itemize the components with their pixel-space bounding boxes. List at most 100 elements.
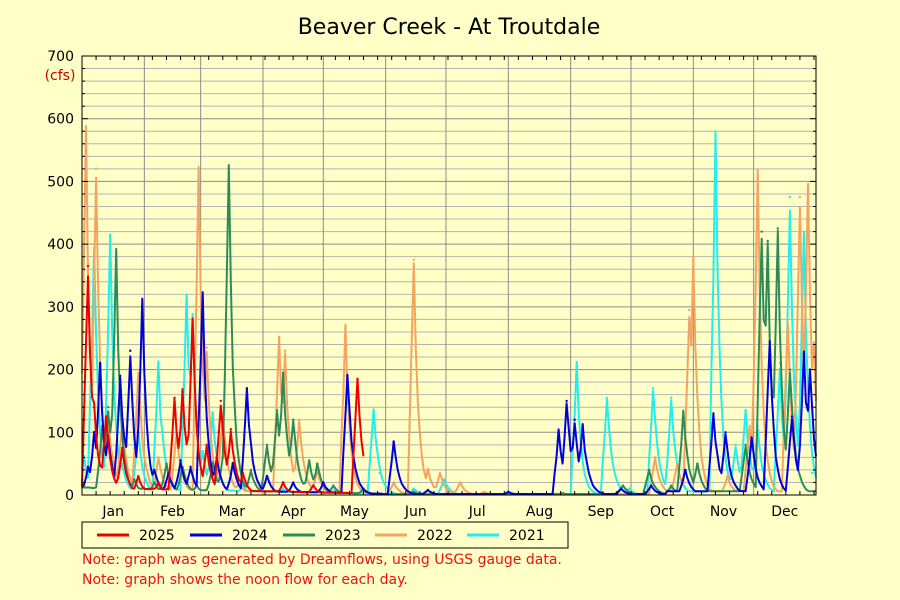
month-label-nov: Nov bbox=[710, 504, 737, 520]
series-peak-point-2023 bbox=[621, 484, 625, 487]
series-peak-point-2021 bbox=[281, 487, 285, 490]
series-peak-point-2021 bbox=[744, 409, 747, 412]
series-peak-point-2023 bbox=[760, 230, 763, 233]
series-peak-point-2022 bbox=[798, 195, 802, 199]
plot-area bbox=[82, 56, 816, 495]
series-peak-point-2023 bbox=[647, 468, 651, 472]
series-peak-point-2025 bbox=[121, 446, 124, 450]
legend-label-2024: 2024 bbox=[232, 528, 268, 544]
series-peak-point-2021 bbox=[605, 396, 609, 399]
series-peak-point-2023 bbox=[221, 456, 224, 459]
series-peak-point-2025 bbox=[205, 443, 208, 447]
series-peak-point-2024 bbox=[322, 481, 325, 484]
series-peak-point-2021 bbox=[185, 299, 188, 302]
series-peak-point-2021 bbox=[211, 412, 214, 415]
series-peak-point-2023 bbox=[682, 412, 685, 415]
series-layer bbox=[81, 125, 817, 496]
month-label-mar: Mar bbox=[219, 504, 246, 520]
series-peak-point-2022 bbox=[692, 255, 695, 258]
series-peak-point-2024 bbox=[98, 362, 102, 365]
series-peak-point-2021 bbox=[157, 365, 160, 368]
series-peak-point-2024 bbox=[750, 437, 753, 440]
series-peak-point-2022 bbox=[297, 418, 301, 421]
month-label-dec: Dec bbox=[771, 504, 798, 520]
series-peak-point-2023 bbox=[265, 443, 269, 447]
series-peak-point-2023 bbox=[114, 255, 118, 258]
series-peak-point-2021 bbox=[734, 443, 737, 447]
series-peak-point-2022 bbox=[458, 481, 462, 484]
series-peak-point-2023 bbox=[275, 409, 279, 412]
series-peak-point-2021 bbox=[788, 195, 792, 199]
month-label-feb: Feb bbox=[160, 504, 185, 520]
series-peak-point-2021 bbox=[378, 471, 381, 475]
y-tick-label: 100 bbox=[47, 425, 74, 441]
legend: 2025 2024 2023 2022 2021 bbox=[81, 521, 569, 549]
series-peak-point-2023 bbox=[776, 227, 779, 230]
series-peak-point-2025 bbox=[219, 399, 222, 403]
series-peak-point-2024 bbox=[265, 474, 269, 478]
series-peak-point-2022 bbox=[653, 456, 657, 459]
series-peak-point-2022 bbox=[806, 189, 810, 193]
series-peak-point-2022 bbox=[726, 474, 729, 478]
series-peak-point-2024 bbox=[507, 490, 510, 494]
series-peak-point-2022 bbox=[426, 468, 430, 472]
series-peak-point-2024 bbox=[153, 468, 156, 472]
month-label-may: May bbox=[340, 504, 369, 520]
series-peak-point-2024 bbox=[392, 440, 395, 443]
series-peak-point-2022 bbox=[84, 133, 88, 136]
series-peak-point-2024 bbox=[573, 418, 576, 421]
y-tick-label: 0 bbox=[65, 488, 74, 504]
series-peak-point-2021 bbox=[670, 396, 673, 399]
y-tick-label: 600 bbox=[47, 112, 74, 128]
series-peak-point-2021 bbox=[121, 462, 124, 465]
month-label-aug: Aug bbox=[526, 504, 553, 520]
series-peak-point-2023 bbox=[281, 371, 285, 374]
series-peak-point-2022 bbox=[94, 167, 98, 171]
series-peak-point-2022 bbox=[676, 462, 679, 465]
y-axis-unit: (cfs) bbox=[45, 68, 76, 84]
series-peak-point-2022 bbox=[205, 346, 208, 349]
month-label-apr: Apr bbox=[281, 504, 305, 520]
y-tick-label: 700 bbox=[47, 49, 74, 65]
series-peak-point-2023 bbox=[744, 443, 747, 447]
series-peak-point-2023 bbox=[316, 462, 319, 465]
series-peak-point-2025 bbox=[181, 390, 184, 393]
legend-label-2022: 2022 bbox=[417, 528, 453, 544]
series-peak-point-2024 bbox=[92, 431, 96, 434]
legend-label-2021: 2021 bbox=[509, 528, 545, 544]
series-peak-point-2025 bbox=[356, 377, 359, 381]
note-noon-flow: Note: graph shows the noon flow for each… bbox=[82, 572, 408, 588]
series-peak-point-2024 bbox=[141, 305, 144, 309]
series-peak-point-2024 bbox=[245, 387, 249, 390]
series-peak-point-2022 bbox=[197, 170, 200, 174]
series-peak-point-2025 bbox=[92, 406, 96, 409]
series-peak-point-2025 bbox=[281, 481, 285, 484]
series-peak-point-2023 bbox=[211, 462, 214, 465]
y-tick-label: 500 bbox=[47, 174, 74, 190]
series-peak-point-2023 bbox=[766, 239, 769, 243]
series-peak-point-2025 bbox=[104, 415, 108, 418]
series-peak-point-2023 bbox=[788, 368, 792, 371]
series-peak-point-2022 bbox=[438, 471, 442, 475]
series-peak-point-2021 bbox=[714, 145, 717, 149]
series-peak-point-2022 bbox=[412, 258, 416, 262]
series-peak-point-2021 bbox=[108, 233, 112, 236]
series-peak-point-2023 bbox=[412, 490, 416, 494]
series-peak-point-2021 bbox=[651, 387, 655, 390]
note-source: Note: graph was generated by Dreamflows,… bbox=[82, 552, 562, 568]
series-peak-point-2022 bbox=[277, 337, 281, 340]
series-peak-point-2025 bbox=[157, 481, 160, 484]
series-peak-point-2021 bbox=[372, 409, 375, 412]
series-peak-point-2021 bbox=[201, 449, 204, 453]
series-peak-point-2024 bbox=[291, 481, 295, 484]
series-peak-point-2024 bbox=[808, 368, 812, 371]
series-peak-point-2021 bbox=[442, 478, 446, 481]
series-peak-point-2022 bbox=[786, 318, 790, 321]
series-peak-point-2025 bbox=[312, 484, 315, 487]
series-peak-point-2023 bbox=[308, 459, 311, 462]
series-peak-point-2022 bbox=[137, 371, 140, 374]
series-peak-point-2024 bbox=[86, 465, 90, 468]
series-peak-point-2024 bbox=[712, 412, 715, 415]
series-peak-point-2021 bbox=[575, 365, 578, 368]
